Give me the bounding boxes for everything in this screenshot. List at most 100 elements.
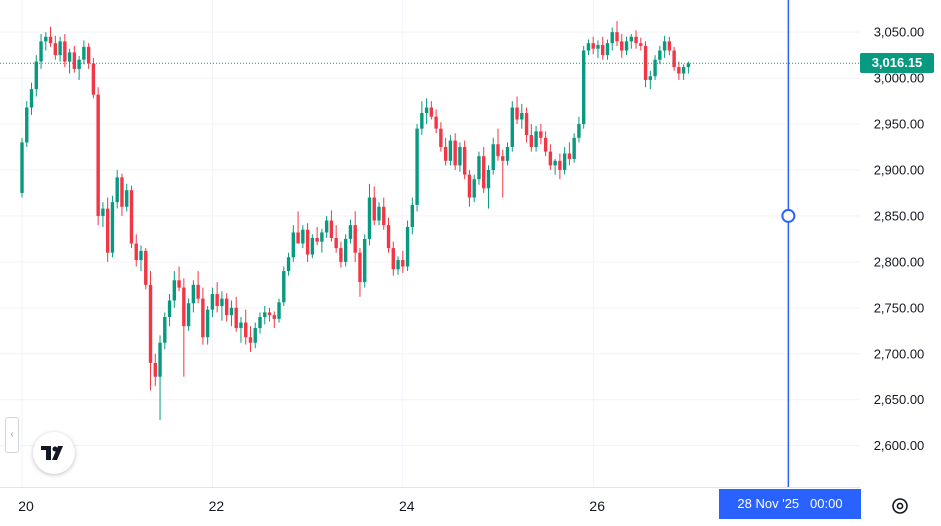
candle xyxy=(210,287,215,318)
candle xyxy=(129,185,134,249)
collapse-panel-button[interactable]: ‹ xyxy=(5,417,19,453)
candle xyxy=(234,296,238,332)
candle xyxy=(558,153,562,180)
candle-body xyxy=(410,204,415,227)
candle xyxy=(643,41,648,88)
candle xyxy=(515,96,519,125)
candle xyxy=(72,45,77,73)
candle-body xyxy=(553,160,557,166)
candle-body xyxy=(653,59,657,77)
candle-body xyxy=(267,312,272,316)
tradingview-logo[interactable] xyxy=(33,432,75,474)
candle-body xyxy=(305,229,310,255)
candle xyxy=(581,45,586,129)
candle xyxy=(363,234,367,288)
candle-body xyxy=(296,232,300,244)
candle xyxy=(443,137,448,166)
candle-body xyxy=(572,137,576,159)
candle-body xyxy=(96,94,100,216)
candle-body xyxy=(658,50,662,60)
settings-gear-icon[interactable] xyxy=(889,495,911,517)
candle xyxy=(529,124,534,152)
candle-body xyxy=(134,243,138,261)
candle xyxy=(134,234,138,267)
candle-body xyxy=(448,140,453,161)
candle-body xyxy=(386,225,391,249)
candle-body xyxy=(277,302,281,319)
candle-body xyxy=(82,46,86,60)
candle-body xyxy=(320,232,324,242)
candle-body xyxy=(520,113,524,120)
candle xyxy=(358,248,362,297)
candle-body xyxy=(401,260,405,267)
candle xyxy=(48,26,53,47)
candle-body xyxy=(115,177,119,203)
candle-body xyxy=(220,298,224,306)
candle-body xyxy=(244,322,248,338)
candle xyxy=(681,64,686,80)
candle-body xyxy=(367,197,372,239)
candle xyxy=(177,266,181,292)
candle-body xyxy=(129,190,134,244)
candle xyxy=(543,131,548,157)
candle-body xyxy=(429,107,434,117)
candle xyxy=(596,40,600,58)
candle xyxy=(253,322,257,349)
candle xyxy=(282,266,286,306)
candle-body xyxy=(405,226,410,267)
candle-body xyxy=(25,107,29,143)
candle-body xyxy=(186,303,191,327)
candle-body xyxy=(562,153,567,170)
candle xyxy=(301,225,305,249)
candle-body xyxy=(286,257,291,272)
candle-body xyxy=(377,206,381,221)
candle xyxy=(96,87,100,226)
candle xyxy=(577,116,581,143)
candle xyxy=(44,32,48,51)
candle-body xyxy=(72,52,77,69)
candle-body xyxy=(591,43,595,49)
candle-body xyxy=(529,135,534,148)
candle-body xyxy=(105,208,110,253)
candle xyxy=(567,142,572,166)
candle-body xyxy=(615,32,619,42)
candle-body xyxy=(662,41,667,51)
candle xyxy=(501,149,505,198)
candle xyxy=(153,353,157,386)
candle-body xyxy=(148,284,153,363)
crosshair-point[interactable] xyxy=(781,208,796,223)
candle xyxy=(548,144,553,170)
candle-body xyxy=(501,156,505,161)
candle-body xyxy=(391,248,395,270)
candle-body xyxy=(139,250,143,261)
candle xyxy=(67,48,72,74)
crosshair-time: 00:00 xyxy=(810,496,843,511)
candle-body xyxy=(34,61,38,90)
candle-body xyxy=(610,32,614,44)
candle xyxy=(158,335,162,420)
candle xyxy=(229,300,234,327)
candle xyxy=(310,234,315,259)
candle-body xyxy=(486,169,491,189)
candle-body xyxy=(586,43,591,51)
candle-body xyxy=(86,46,91,64)
candle-body xyxy=(358,252,362,283)
candle-body xyxy=(182,287,186,327)
candle-body xyxy=(63,41,67,62)
candle xyxy=(615,21,619,46)
candle-body xyxy=(548,151,553,166)
candle-body xyxy=(420,113,424,129)
candle-body xyxy=(510,107,514,148)
candle-body xyxy=(53,43,58,56)
candle-body xyxy=(110,202,115,253)
candle xyxy=(467,169,472,207)
candle-body xyxy=(681,67,686,74)
candle xyxy=(20,137,24,198)
candle-body xyxy=(301,229,305,244)
candle xyxy=(86,43,91,69)
candle xyxy=(386,217,391,253)
candle-body xyxy=(672,50,676,68)
candle xyxy=(367,183,372,246)
candle xyxy=(224,293,229,322)
